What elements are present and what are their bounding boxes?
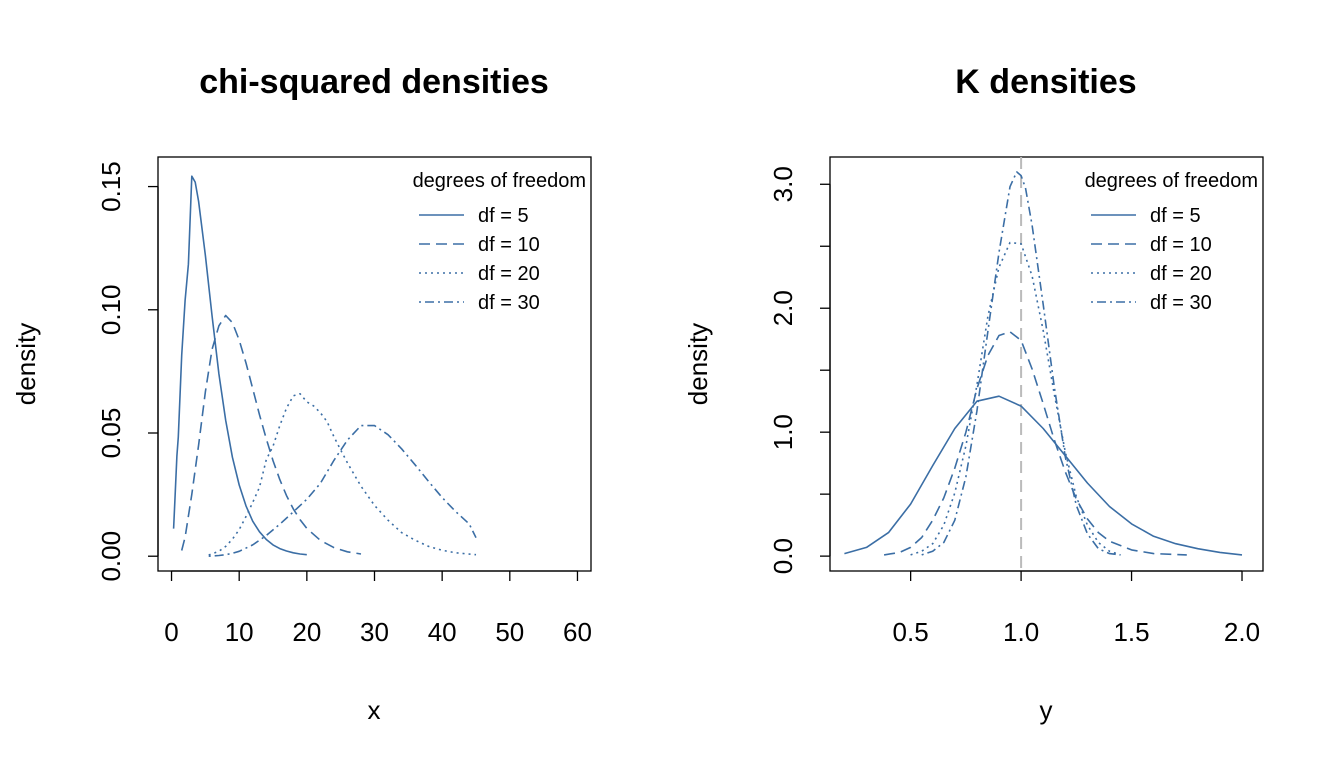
series-line-df-30 [208, 424, 477, 557]
x-tick-label: 60 [563, 617, 592, 647]
x-tick-label: 0.5 [893, 617, 929, 647]
chart-title: chi-squared densities [199, 63, 549, 101]
legend-label: df = 10 [1150, 234, 1212, 256]
legend: degrees of freedom df = 5 df = 10 df = 20 d… [413, 170, 586, 314]
y-tick-label: 0.00 [96, 531, 126, 582]
y-axis-label: density [11, 323, 41, 405]
x-tick-label: 50 [495, 617, 524, 647]
series-line-df-20 [208, 393, 477, 556]
legend-label: df = 20 [478, 263, 540, 285]
series-line-df-20 [910, 241, 1121, 556]
chart-title: K densities [955, 63, 1136, 101]
x-tick-label: 1.5 [1113, 617, 1149, 647]
k-panel: K densities y density 0.5 1.0 1.5 2.0 0.0 1.0… [683, 63, 1264, 725]
x-axis-label: y [1040, 695, 1053, 725]
legend-label: df = 30 [478, 292, 540, 314]
y-axis-label: density [683, 323, 713, 405]
x-axis-label: x [368, 695, 381, 725]
legend: degrees of freedom df = 5 df = 10 df = 20 d… [1085, 170, 1258, 314]
chi-squared-panel: chi-squared densities x density 0 10 20 30 4… [11, 63, 592, 725]
legend-label: df = 5 [478, 205, 529, 227]
x-tick-label: 10 [225, 617, 254, 647]
x-tick-label: 1.0 [1003, 617, 1039, 647]
legend-title: degrees of freedom [413, 170, 586, 192]
legend-title: degrees of freedom [1085, 170, 1258, 192]
x-tick-label: 2.0 [1224, 617, 1260, 647]
series-group [172, 175, 477, 557]
legend-label: df = 30 [1150, 292, 1212, 314]
x-tick-label: 30 [360, 617, 389, 647]
y-tick-label: 1.0 [768, 414, 798, 450]
x-tick-label: 40 [428, 617, 457, 647]
series-group [844, 171, 1243, 556]
series-line-df-10 [883, 331, 1187, 556]
y-tick-label: 0.10 [96, 284, 126, 335]
legend-label: df = 10 [478, 234, 540, 256]
y-tick-label: 0.05 [96, 408, 126, 459]
y-tick-label: 0.15 [96, 161, 126, 212]
x-tick-label: 0 [164, 617, 178, 647]
series-line-df-10 [180, 314, 362, 555]
legend-label: df = 20 [1150, 263, 1212, 285]
x-tick-label: 20 [292, 617, 321, 647]
legend-label: df = 5 [1150, 205, 1201, 227]
series-line-df-5 [844, 395, 1243, 556]
y-tick-label: 3.0 [768, 166, 798, 202]
series-line-df-30 [921, 171, 1121, 556]
y-tick-label: 2.0 [768, 290, 798, 326]
y-tick-label: 0.0 [768, 538, 798, 574]
series-line-df-5 [172, 175, 307, 556]
